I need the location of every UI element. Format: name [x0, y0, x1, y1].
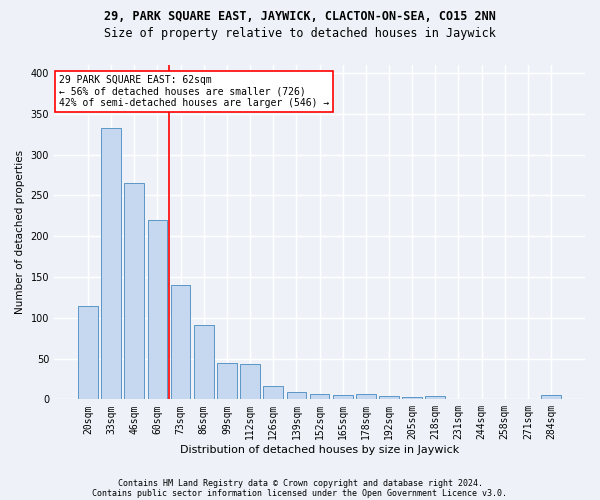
Text: Size of property relative to detached houses in Jaywick: Size of property relative to detached ho…: [104, 28, 496, 40]
Y-axis label: Number of detached properties: Number of detached properties: [15, 150, 25, 314]
Text: 29 PARK SQUARE EAST: 62sqm
← 56% of detached houses are smaller (726)
42% of sem: 29 PARK SQUARE EAST: 62sqm ← 56% of deta…: [59, 75, 329, 108]
Bar: [78, 306, 98, 400]
Bar: [310, 394, 329, 400]
Bar: [240, 364, 260, 400]
Bar: [194, 325, 214, 400]
Bar: [171, 285, 190, 400]
Bar: [541, 396, 561, 400]
Bar: [333, 396, 353, 400]
X-axis label: Distribution of detached houses by size in Jaywick: Distribution of detached houses by size …: [180, 445, 459, 455]
Text: Contains public sector information licensed under the Open Government Licence v3: Contains public sector information licen…: [92, 488, 508, 498]
Bar: [379, 396, 399, 400]
Bar: [124, 183, 144, 400]
Bar: [402, 397, 422, 400]
Bar: [263, 386, 283, 400]
Bar: [356, 394, 376, 400]
Bar: [217, 362, 237, 400]
Bar: [148, 220, 167, 400]
Bar: [425, 396, 445, 400]
Text: 29, PARK SQUARE EAST, JAYWICK, CLACTON-ON-SEA, CO15 2NN: 29, PARK SQUARE EAST, JAYWICK, CLACTON-O…: [104, 10, 496, 23]
Bar: [287, 392, 306, 400]
Bar: [101, 128, 121, 400]
Text: Contains HM Land Registry data © Crown copyright and database right 2024.: Contains HM Land Registry data © Crown c…: [118, 478, 482, 488]
